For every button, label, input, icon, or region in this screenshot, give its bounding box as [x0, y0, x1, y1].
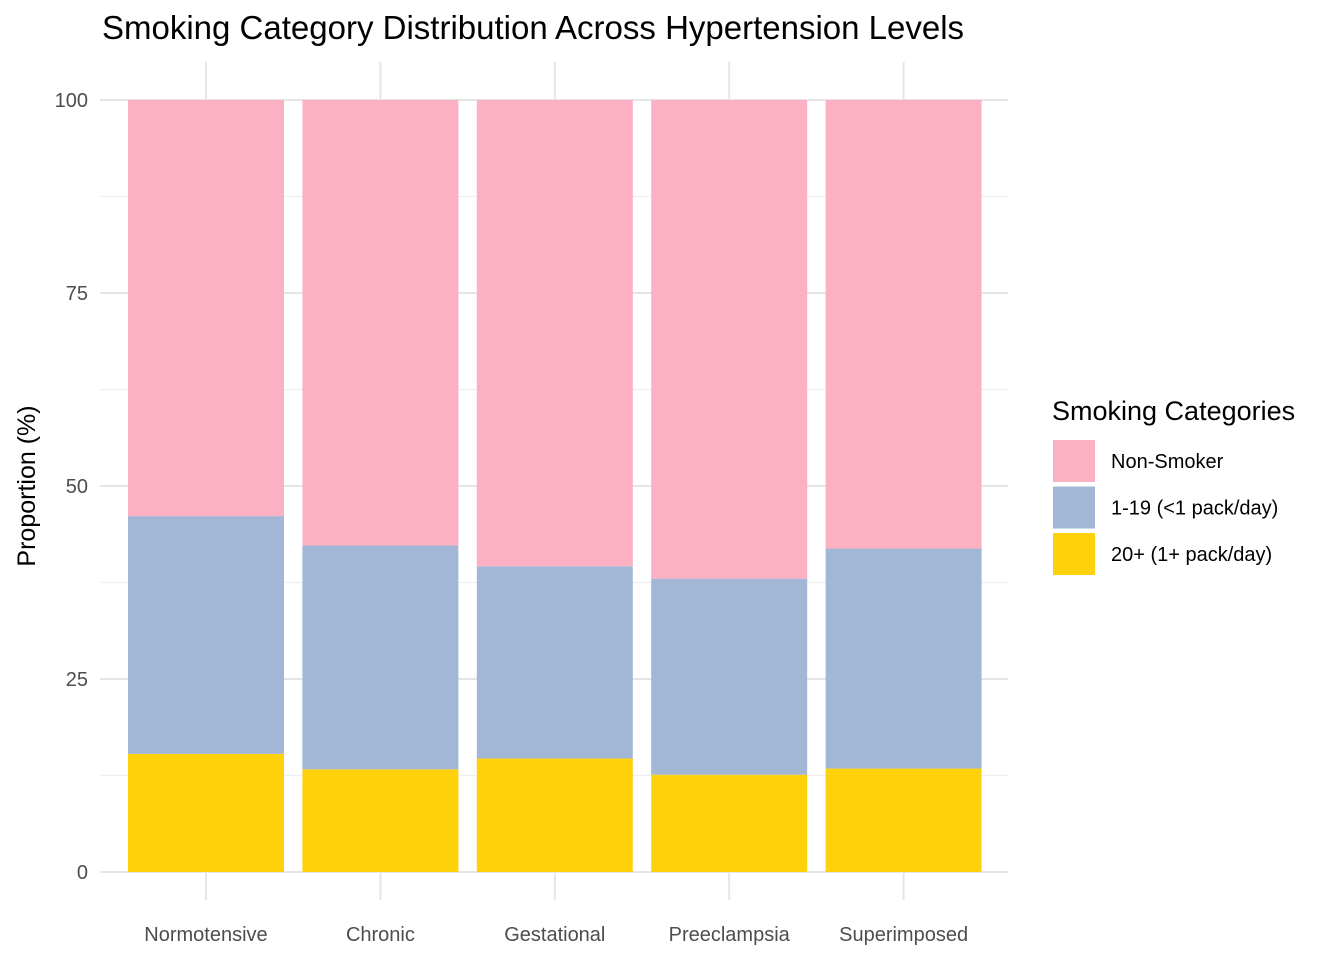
bar-segment-gestational-2	[476, 100, 633, 567]
y-tick-label: 0	[77, 862, 88, 884]
legend-key	[1053, 486, 1095, 529]
bar-segment-gestational-0	[476, 758, 633, 872]
bar-segment-chronic-2	[302, 100, 459, 546]
bar-segment-normotensive-1	[128, 516, 284, 754]
bar-segment-preeclampsia-2	[651, 100, 808, 579]
bar-segment-gestational-1	[476, 566, 633, 759]
y-tick-label: 25	[66, 669, 88, 691]
bar-segment-chronic-1	[302, 545, 459, 770]
bar-segment-superimposed-0	[825, 768, 982, 872]
x-tick-label: Gestational	[504, 924, 605, 946]
bar-segment-normotensive-2	[128, 100, 284, 517]
x-tick-label: Normotensive	[144, 924, 267, 946]
bar-segment-preeclampsia-1	[651, 578, 808, 775]
y-tick-label: 75	[66, 283, 88, 305]
x-tick-label: Chronic	[346, 924, 415, 946]
legend-title: Smoking Categories	[1052, 396, 1295, 426]
y-axis-label: Proportion (%)	[13, 405, 41, 566]
y-axis-ticks: 0 25 50 75 100	[55, 90, 88, 884]
legend-label: Non-Smoker	[1111, 451, 1224, 473]
legend: Smoking Categories Non-Smoker 1-19 (<1 pa…	[1052, 396, 1295, 575]
x-axis-ticks: Normotensive Chronic Gestational Preeclamps…	[144, 924, 968, 946]
legend-key	[1053, 533, 1095, 575]
x-tick-label: Preeclampsia	[669, 924, 791, 946]
y-tick-label: 100	[55, 90, 88, 112]
chart-title: Smoking Category Distribution Across Hyp…	[102, 9, 964, 46]
bar-segment-chronic-0	[302, 769, 459, 872]
legend-label: 20+ (1+ pack/day)	[1111, 544, 1272, 566]
y-tick-label: 50	[66, 476, 88, 498]
legend-label: 1-19 (<1 pack/day)	[1111, 498, 1278, 520]
bar-segment-preeclampsia-0	[651, 774, 808, 872]
bar-segment-normotensive-0	[128, 753, 284, 872]
bars	[128, 100, 982, 872]
x-tick-label: Superimposed	[839, 924, 968, 946]
legend-key	[1053, 440, 1095, 482]
bar-segment-superimposed-2	[825, 100, 982, 549]
bar-segment-superimposed-1	[825, 548, 982, 769]
